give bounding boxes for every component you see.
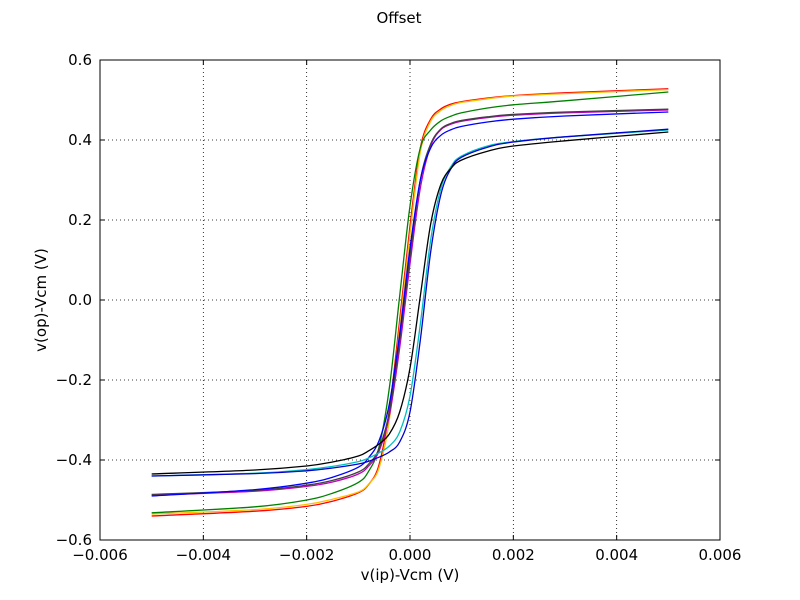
ticks: −0.006 −0.004 −0.002 0.000 0.002 0.004 0.006 −0… xyxy=(56,51,742,564)
y-axis-label: v(op)-Vcm (V) xyxy=(32,248,50,352)
y-tick-label: 0.2 xyxy=(68,211,92,229)
series-line-9 xyxy=(151,131,669,475)
x-tick-label: 0.004 xyxy=(595,546,638,564)
series-group xyxy=(151,88,669,517)
series-line-8 xyxy=(151,128,669,477)
series-line-3 xyxy=(151,91,669,514)
series-line-6 xyxy=(151,111,669,497)
x-tick-label: −0.006 xyxy=(72,546,128,564)
series-line-2 xyxy=(151,88,669,515)
x-tick-label: 0.006 xyxy=(699,546,742,564)
series-line-1 xyxy=(151,88,669,517)
y-tick-label: −0.6 xyxy=(56,531,92,549)
y-tick-label: −0.4 xyxy=(56,451,92,469)
series-line-4 xyxy=(151,109,669,496)
x-axis-label: v(ip)-Vcm (V) xyxy=(361,566,460,584)
x-tick-label: −0.004 xyxy=(176,546,232,564)
grid xyxy=(100,60,720,540)
y-tick-label: −0.2 xyxy=(56,371,92,389)
series-line-5 xyxy=(151,108,669,496)
series-line-7 xyxy=(151,129,669,477)
x-tick-label: 0.000 xyxy=(389,546,432,564)
chart-title: Offset xyxy=(376,9,421,27)
x-tick-label: 0.002 xyxy=(492,546,535,564)
y-tick-label: 0.6 xyxy=(68,51,92,69)
y-tick-label: 0.0 xyxy=(68,291,92,309)
y-tick-label: 0.4 xyxy=(68,131,92,149)
x-tick-label: −0.002 xyxy=(279,546,335,564)
